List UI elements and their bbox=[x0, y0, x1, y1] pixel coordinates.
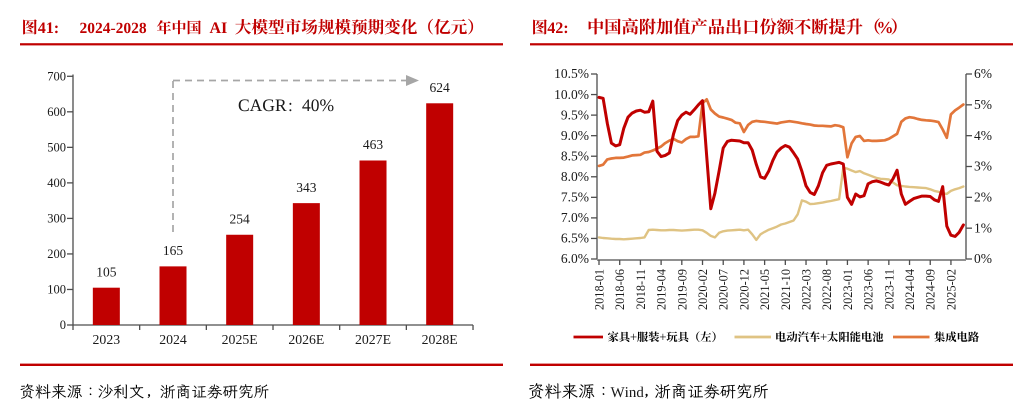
svg-text:8.5%: 8.5% bbox=[561, 148, 589, 163]
svg-text:0%: 0% bbox=[974, 251, 992, 266]
svg-text:600: 600 bbox=[47, 105, 66, 119]
svg-text:2021-10: 2021-10 bbox=[779, 269, 793, 310]
svg-text:9.5%: 9.5% bbox=[561, 107, 589, 122]
svg-text:200: 200 bbox=[47, 247, 66, 261]
svg-text:10.5%: 10.5% bbox=[554, 66, 589, 81]
svg-text:2022-03: 2022-03 bbox=[800, 269, 814, 310]
svg-text:400: 400 bbox=[47, 176, 66, 190]
svg-text:2018-11: 2018-11 bbox=[634, 269, 648, 310]
svg-text:2021-05: 2021-05 bbox=[758, 269, 772, 310]
svg-text:7.5%: 7.5% bbox=[561, 190, 589, 205]
svg-text:5%: 5% bbox=[974, 97, 992, 112]
svg-text:343: 343 bbox=[296, 180, 317, 195]
svg-text:2024-09: 2024-09 bbox=[924, 269, 938, 310]
svg-text:2023-01: 2023-01 bbox=[841, 269, 855, 310]
svg-text:105: 105 bbox=[96, 264, 117, 279]
svg-text:2019-09: 2019-09 bbox=[675, 269, 689, 310]
svg-text:0: 0 bbox=[60, 318, 66, 332]
svg-text:2019-04: 2019-04 bbox=[655, 269, 669, 310]
svg-text:2023-06: 2023-06 bbox=[862, 269, 876, 310]
svg-text:2025-02: 2025-02 bbox=[944, 269, 958, 310]
svg-text:2028E: 2028E bbox=[422, 332, 458, 347]
svg-text:2025E: 2025E bbox=[222, 332, 258, 347]
svg-text:300: 300 bbox=[47, 212, 66, 226]
svg-text:2024-04: 2024-04 bbox=[903, 269, 917, 310]
svg-text:2027E: 2027E bbox=[355, 332, 391, 347]
svg-text:2020-02: 2020-02 bbox=[696, 269, 710, 310]
svg-text:1%: 1% bbox=[974, 220, 992, 235]
svg-text:165: 165 bbox=[163, 243, 184, 258]
svg-text:7.0%: 7.0% bbox=[561, 210, 589, 225]
svg-text:463: 463 bbox=[363, 137, 384, 152]
svg-text:9.0%: 9.0% bbox=[561, 128, 589, 143]
svg-text:3%: 3% bbox=[974, 159, 992, 174]
svg-text:2026E: 2026E bbox=[288, 332, 324, 347]
svg-text:700: 700 bbox=[47, 69, 66, 83]
svg-text:2023-11: 2023-11 bbox=[882, 269, 896, 310]
svg-text:8.0%: 8.0% bbox=[561, 169, 589, 184]
svg-text:100: 100 bbox=[47, 283, 66, 297]
svg-text:624: 624 bbox=[430, 80, 451, 95]
svg-text:6.5%: 6.5% bbox=[561, 231, 589, 246]
svg-text:500: 500 bbox=[47, 141, 66, 155]
svg-text:2%: 2% bbox=[974, 190, 992, 205]
svg-text:10.0%: 10.0% bbox=[554, 87, 589, 102]
svg-text:2020-07: 2020-07 bbox=[717, 269, 731, 310]
svg-text:4%: 4% bbox=[974, 128, 992, 143]
svg-text:2022-08: 2022-08 bbox=[820, 269, 834, 310]
svg-text:6%: 6% bbox=[974, 66, 992, 81]
svg-text:6.0%: 6.0% bbox=[561, 251, 589, 266]
svg-text:2020-12: 2020-12 bbox=[737, 269, 751, 310]
svg-text:2018-06: 2018-06 bbox=[613, 269, 627, 310]
svg-text:254: 254 bbox=[230, 211, 251, 226]
svg-text:2018-01: 2018-01 bbox=[593, 269, 607, 310]
svg-text:2024: 2024 bbox=[159, 332, 187, 347]
svg-text:2023: 2023 bbox=[93, 332, 121, 347]
